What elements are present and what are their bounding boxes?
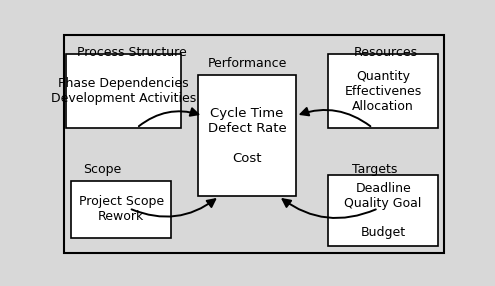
FancyBboxPatch shape [71,181,171,238]
Text: Cost: Cost [232,152,262,164]
Text: Development Activities: Development Activities [50,92,196,105]
Text: Process Structure: Process Structure [77,46,187,59]
FancyBboxPatch shape [198,75,296,196]
Text: Quantity: Quantity [356,69,410,83]
Text: Quality Goal: Quality Goal [345,196,422,210]
Text: Project Scope: Project Scope [79,195,164,208]
Text: Cycle Time: Cycle Time [210,107,284,120]
Text: Performance: Performance [207,57,287,69]
Text: Targets: Targets [351,163,397,176]
Text: Budget: Budget [360,227,406,239]
Text: Allocation: Allocation [352,100,414,112]
Text: Phase Dependencies: Phase Dependencies [58,77,189,90]
Text: Rework: Rework [98,210,145,223]
Text: Resources: Resources [353,46,418,59]
FancyBboxPatch shape [329,175,438,246]
Text: Effectivenes: Effectivenes [345,85,422,98]
Text: Defect Rate: Defect Rate [207,122,286,135]
FancyBboxPatch shape [66,54,181,128]
FancyBboxPatch shape [329,54,438,128]
Text: Deadline: Deadline [355,182,411,194]
FancyBboxPatch shape [64,35,444,253]
Text: Scope: Scope [83,163,121,176]
